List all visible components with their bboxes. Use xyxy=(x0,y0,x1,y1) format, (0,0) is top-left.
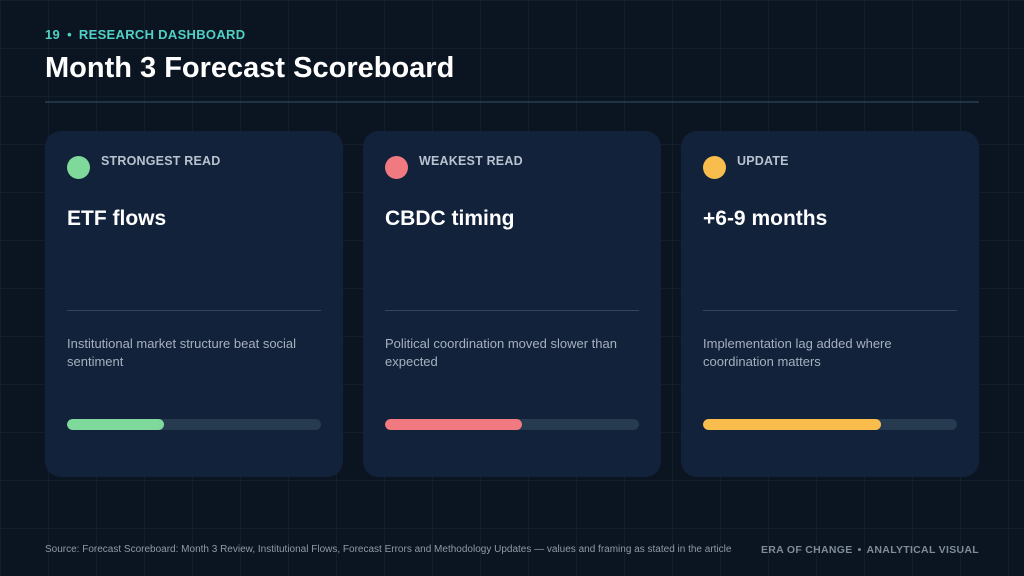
card-label: STRONGEST READ xyxy=(101,154,221,168)
page-title: Month 3 Forecast Scoreboard xyxy=(45,52,455,84)
card-strongest-read: STRONGEST READ ETF flows Institutional m… xyxy=(45,131,343,477)
card-update: UPDATE +6-9 months Implementation lag ad… xyxy=(681,131,979,477)
progress-fill xyxy=(67,419,164,430)
card-description: Implementation lag added where coordinat… xyxy=(703,336,892,369)
brand-tag: ERA OF CHANGE • ANALYTICAL VISUAL xyxy=(761,544,979,556)
card-label: WEAKEST READ xyxy=(419,154,523,168)
card-description: Political coordination moved slower than… xyxy=(385,336,617,369)
progress-fill xyxy=(703,419,881,430)
kicker-separator: • xyxy=(67,27,72,42)
brand-separator: • xyxy=(857,544,862,556)
card-value: CBDC timing xyxy=(385,207,515,230)
card-divider xyxy=(67,310,321,311)
card-description: Institutional market structure beat soci… xyxy=(67,336,297,369)
status-dot-icon xyxy=(703,156,726,179)
card-divider xyxy=(703,310,957,311)
card-value: +6-9 months xyxy=(703,207,828,230)
scoreboard-cards: STRONGEST READ ETF flows Institutional m… xyxy=(45,131,979,477)
progress-fill xyxy=(385,419,523,430)
card-weakest-read: WEAKEST READ CBDC timing Political coord… xyxy=(363,131,661,477)
source-note: Source: Forecast Scoreboard: Month 3 Rev… xyxy=(45,544,732,555)
brand-descriptor: ANALYTICAL VISUAL xyxy=(866,544,979,556)
progress-track xyxy=(67,419,321,430)
slide-kicker: 19 • RESEARCH DASHBOARD xyxy=(45,27,245,42)
section-label: RESEARCH DASHBOARD xyxy=(78,27,246,42)
progress-track xyxy=(703,419,957,430)
card-value: ETF flows xyxy=(67,207,167,230)
card-divider xyxy=(385,310,639,311)
brand-name: ERA OF CHANGE xyxy=(760,544,853,556)
title-divider xyxy=(45,101,979,103)
progress-track xyxy=(385,419,639,430)
status-dot-icon xyxy=(385,156,408,179)
card-label: UPDATE xyxy=(737,154,789,168)
status-dot-icon xyxy=(67,156,90,179)
slide-number: 19 xyxy=(45,27,61,42)
